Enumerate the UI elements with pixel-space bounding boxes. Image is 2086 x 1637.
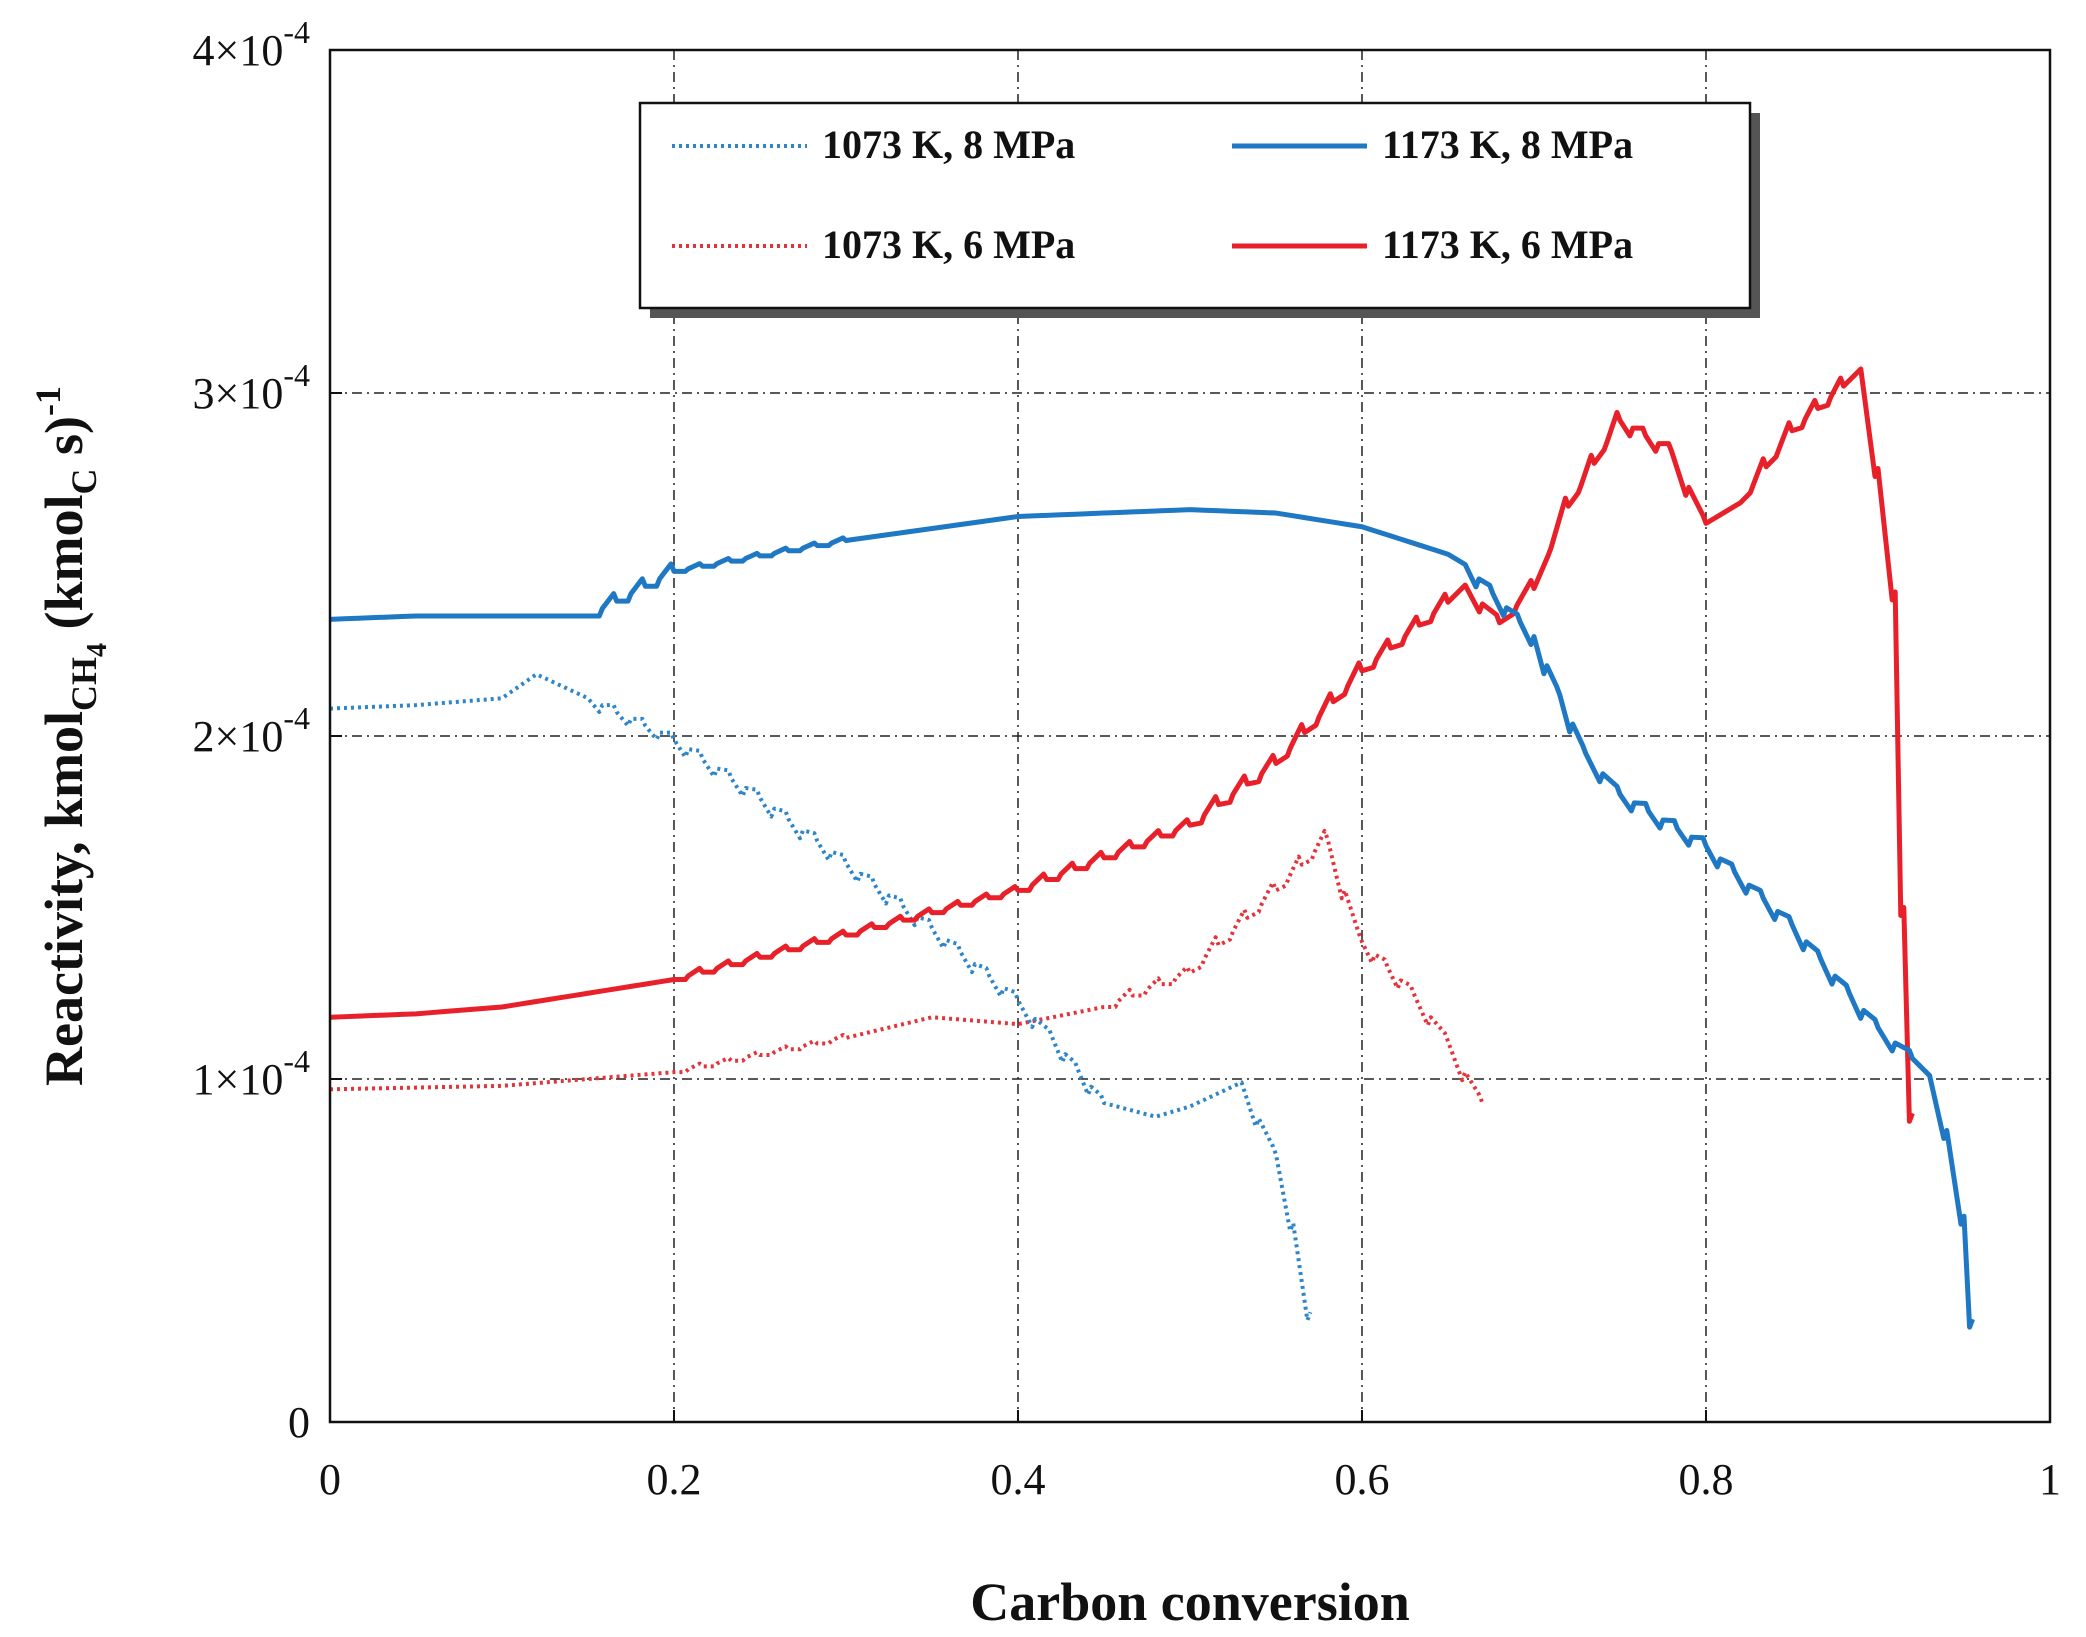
x-tick-label: 1 (2039, 1455, 2061, 1504)
series-line-1 (329, 507, 1975, 1330)
y-axis-title-sub1: CH (64, 657, 104, 711)
x-tick-label: 0.4 (991, 1455, 1046, 1504)
series-line-2 (329, 828, 1485, 1104)
x-axis-title: Carbon conversion (970, 1572, 1410, 1632)
series-line-0 (329, 672, 1313, 1323)
y-tick-exponent: -4 (283, 357, 310, 393)
y-tick-exponent: -4 (283, 700, 310, 736)
x-tick-label: 0.2 (647, 1455, 702, 1504)
y-tick-label: 0 (288, 1398, 310, 1447)
legend-label: 1073 K, 6 MPa (822, 222, 1075, 267)
y-axis-title-end: s) (34, 416, 94, 469)
y-axis-ticks: 01×10-42×10-43×10-44×10-4 (193, 14, 342, 1447)
series-layer (329, 366, 1975, 1330)
legend-label: 1073 K, 8 MPa (822, 122, 1075, 167)
y-tick-base: 0 (288, 1398, 310, 1447)
legend-box (638, 101, 1752, 310)
series-line-3 (329, 366, 1915, 1124)
y-tick-base: 3×10 (193, 369, 284, 418)
y-tick-label: 2×10-4 (193, 700, 310, 761)
y-tick-exponent: -4 (283, 1043, 310, 1079)
y-tick-label: 4×10-4 (193, 14, 310, 75)
y-axis-title-mid: (kmol (34, 495, 94, 644)
x-axis-ticks: 0 0.2 0.4 0.6 0.8 1 (319, 1410, 2061, 1504)
y-axis-title-sub2: C (64, 469, 104, 495)
legend: 1073 K, 8 MPa 1173 K, 8 MPa 1073 K, 6 MPa 1… (638, 101, 1760, 318)
y-tick-label: 3×10-4 (193, 357, 310, 418)
legend-label: 1173 K, 6 MPa (1382, 222, 1633, 267)
y-tick-base: 1×10 (193, 1055, 284, 1104)
x-tick-label: 0.8 (1679, 1455, 1734, 1504)
x-tick-label: 0 (319, 1455, 341, 1504)
legend-items: 1073 K, 8 MPa 1173 K, 8 MPa 1073 K, 6 MPa 1… (672, 122, 1633, 267)
legend-label: 1173 K, 8 MPa (1382, 122, 1633, 167)
x-tick-label: 0.6 (1335, 1455, 1390, 1504)
y-tick-base: 2×10 (193, 712, 284, 761)
y-axis-title-sup: -1 (28, 386, 68, 416)
y-tick-exponent: -4 (283, 14, 310, 50)
y-axis-title-sub1-sub: 4 (82, 643, 113, 657)
y-axis-title: Reactivity, kmolCH4 (kmolC s)-1 (28, 386, 113, 1086)
y-tick-base: 4×10 (193, 26, 284, 75)
y-axis-title-main: Reactivity, kmol (34, 711, 94, 1086)
y-tick-label: 1×10-4 (193, 1043, 310, 1104)
